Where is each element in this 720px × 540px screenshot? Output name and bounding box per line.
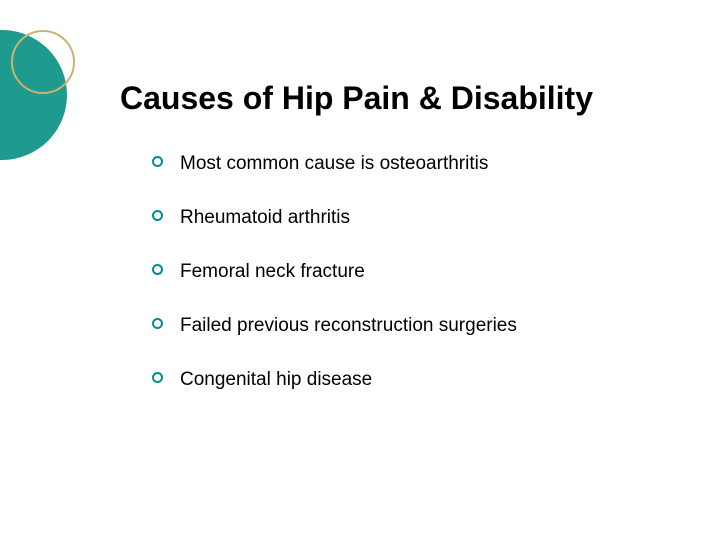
bullet-ring-icon	[152, 210, 163, 221]
bullet-ring-icon	[152, 264, 163, 275]
bullet-item: Most common cause is osteoarthritis	[152, 153, 720, 175]
bullet-ring-icon	[152, 156, 163, 167]
bullet-text: Failed previous reconstruction surgeries	[180, 315, 517, 336]
bullet-list: Most common cause is osteoarthritis Rheu…	[152, 153, 720, 391]
bullet-ring-icon	[152, 372, 163, 383]
decor-ring	[11, 30, 75, 94]
slide-title: Causes of Hip Pain & Disability	[120, 80, 720, 117]
bullet-text: Rheumatoid arthritis	[180, 207, 350, 228]
bullet-item: Failed previous reconstruction surgeries	[152, 315, 720, 337]
bullet-item: Rheumatoid arthritis	[152, 207, 720, 229]
bullet-ring-icon	[152, 318, 163, 329]
bullet-item: Congenital hip disease	[152, 369, 720, 391]
bullet-item: Femoral neck fracture	[152, 261, 720, 283]
bullet-text: Most common cause is osteoarthritis	[180, 153, 488, 174]
bullet-text: Femoral neck fracture	[180, 261, 365, 282]
slide: Causes of Hip Pain & Disability Most com…	[0, 0, 720, 540]
bullet-text: Congenital hip disease	[180, 369, 372, 390]
